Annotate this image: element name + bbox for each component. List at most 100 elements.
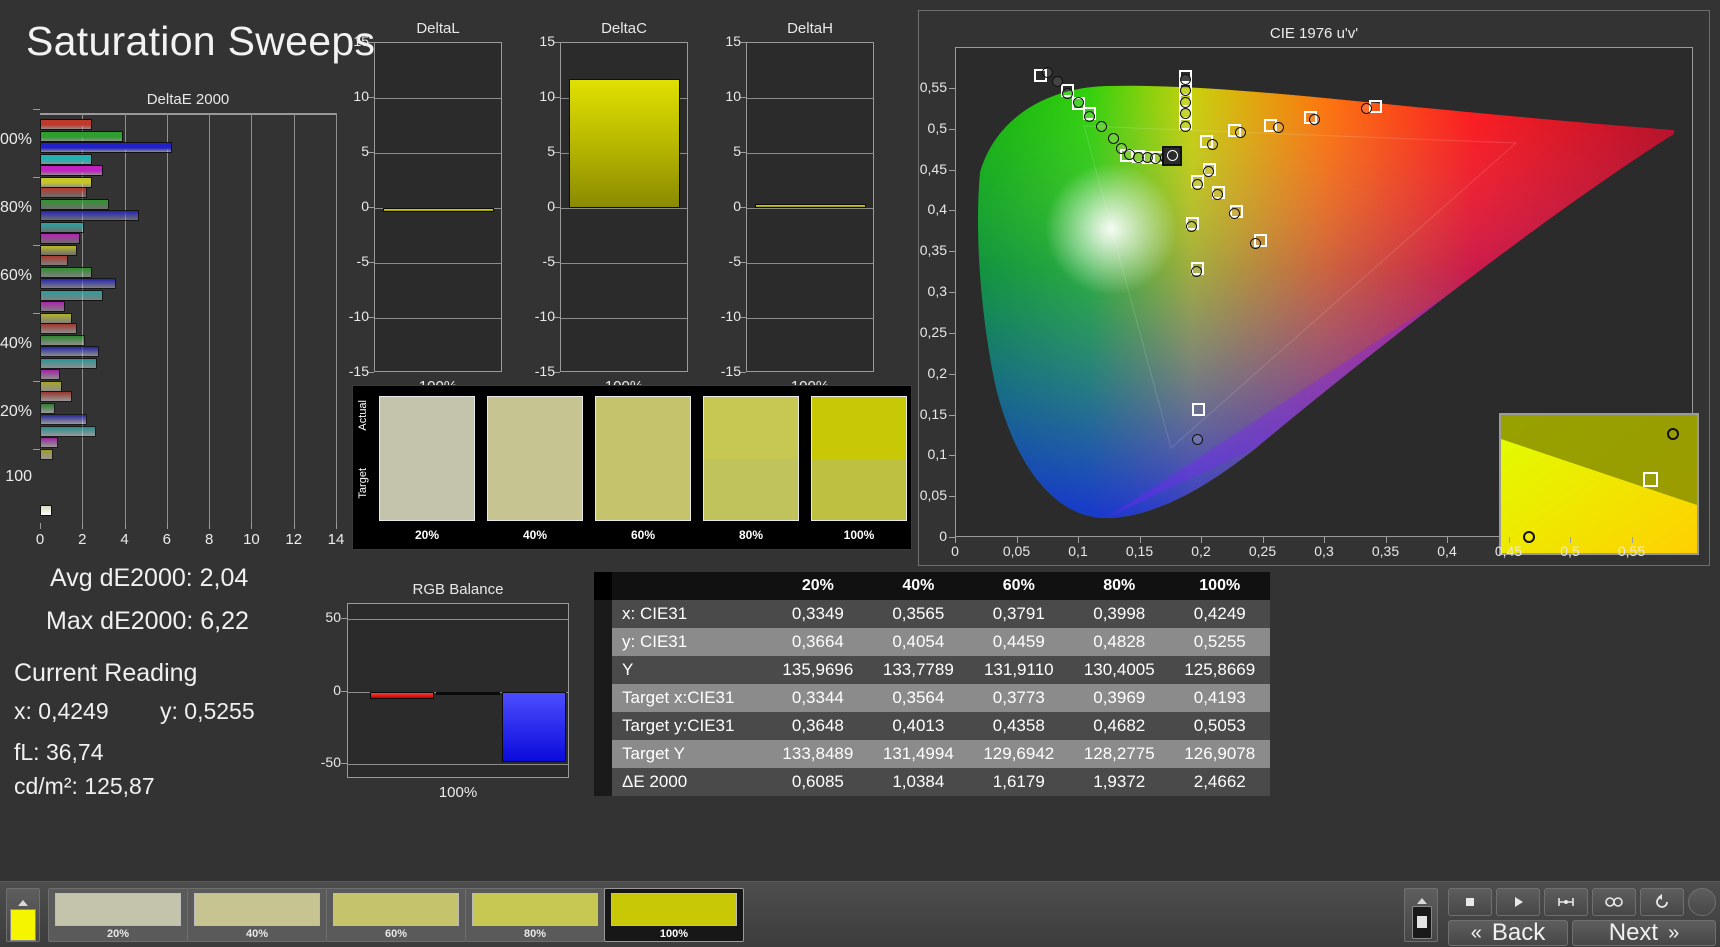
- table-cell: 0,3565: [868, 600, 969, 628]
- small-chart-gridline: [561, 263, 687, 264]
- cie-y-tick: [949, 251, 955, 253]
- small-chart-y-label: -10: [720, 308, 741, 324]
- next-button[interactable]: Next »: [1572, 919, 1716, 946]
- deltae-y-tick: [33, 381, 40, 382]
- stop-icon[interactable]: [1448, 888, 1492, 916]
- cie-y-label: 0,45: [919, 160, 947, 177]
- cie-x-label: 0,1: [1068, 543, 1088, 559]
- small-chart-bar: [383, 208, 494, 212]
- small-chart-gridline: [747, 208, 873, 209]
- deltae-bar: [40, 278, 117, 290]
- swatch-target: [488, 458, 582, 520]
- current-reading-heading: Current Reading: [14, 659, 198, 687]
- table-row: Target Y 133,8489 131,4994 129,6942 128,2775…: [594, 740, 1270, 768]
- small-chart-gridline: [747, 318, 873, 319]
- toolbar-swatch-color: [194, 893, 320, 926]
- cie-y-label: 0,1: [927, 446, 947, 463]
- scroll-up-icon[interactable]: [11, 895, 35, 906]
- small-chart-y-tick: [554, 317, 560, 318]
- cie-x-label: 0,25: [1248, 543, 1277, 559]
- cie-inset-zoom: [1499, 413, 1699, 555]
- deltaC-chart-title: DeltaC: [601, 20, 647, 37]
- small-chart-gridline: [375, 98, 501, 99]
- table-cell: 0,3998: [1069, 600, 1170, 628]
- table-cell: 0,3349: [767, 600, 869, 628]
- toolbar-swatch-60[interactable]: 60%: [326, 888, 466, 942]
- cie-diagram-panel: CIE 1976 u'v': [918, 10, 1710, 566]
- toolbar-swatch-100[interactable]: 100%: [604, 888, 744, 942]
- small-chart-gridline: [747, 98, 873, 99]
- deltae-chart: DeltaE 2000 0 2 4 6 8 10 12 14 100% 80% 60% 40% 20% 1…: [0, 91, 344, 548]
- cie-measured-point: [1249, 238, 1261, 250]
- small-chart-y-tick: [368, 372, 374, 373]
- cie-x-label: 0,2: [1191, 543, 1211, 559]
- table-cell: 0,3648: [767, 712, 869, 740]
- deltae-bar: [40, 301, 66, 313]
- toolbar-swatch-color: [611, 893, 737, 926]
- small-chart-y-label: 0: [361, 198, 369, 214]
- deltae-x-tick: [293, 523, 295, 529]
- deltaH-plot-area: [746, 42, 874, 372]
- cie-y-tick: [949, 373, 955, 375]
- table-column-header: 100%: [1169, 572, 1270, 600]
- table-column-header: 40%: [868, 572, 969, 600]
- cie-x-label: 0,05: [1002, 543, 1031, 559]
- avg-de2000-reading: Avg dE2000: 2,04: [50, 564, 249, 592]
- toolbar-swatch-40[interactable]: 40%: [187, 888, 327, 942]
- rgb-balance-x-label: 100%: [438, 784, 478, 801]
- cie-measured-point: [1179, 85, 1191, 97]
- refresh-icon[interactable]: [1640, 888, 1684, 916]
- cie-y-tick: [949, 414, 955, 416]
- deltae-bar: [40, 198, 109, 210]
- deltae-bar: [40, 505, 52, 516]
- small-chart-y-label: 0: [733, 198, 741, 214]
- deltae-x-label: 4: [120, 531, 129, 548]
- cie-chart-title: CIE 1976 u'v': [1269, 25, 1359, 42]
- toolbar-swatch-label: 20%: [106, 928, 130, 940]
- cie-y-tick: [949, 455, 955, 457]
- meter-scroll-control[interactable]: [1404, 888, 1438, 942]
- deltae-bar: [40, 323, 77, 334]
- table-row-label: y: CIE31: [612, 628, 768, 656]
- table-cell: 0,4682: [1069, 712, 1170, 740]
- table-cell: 0,3564: [868, 684, 969, 712]
- bottom-toolbar: « Back Next » 20% 40% 60% 80% 100%: [0, 881, 1720, 947]
- cie-x-tick: [1016, 537, 1018, 543]
- cie-x-tick: [1324, 537, 1325, 543]
- toolbar-swatch-80[interactable]: 80%: [465, 888, 605, 942]
- table-cell: 1,0384: [868, 768, 969, 796]
- table-row: Target y:CIE31 0,3648 0,4013 0,4358 0,4682 0,…: [594, 712, 1270, 740]
- continuous-icon[interactable]: [1592, 888, 1636, 916]
- deltae-y-tick: [33, 177, 40, 178]
- toolbar-swatch-20[interactable]: 20%: [48, 888, 188, 942]
- small-chart-y-label: 15: [353, 33, 369, 49]
- rgb-gridline: [348, 618, 568, 620]
- table-cell: 128,2775: [1069, 740, 1170, 768]
- measure-icon[interactable]: [1544, 888, 1588, 916]
- cie-x-label: 0: [951, 543, 959, 559]
- current-color-indicator[interactable]: [6, 888, 40, 942]
- table-row-label: x: CIE31: [612, 600, 768, 628]
- cie-x-tick: [1385, 537, 1387, 543]
- cie-measured-point: [1061, 87, 1073, 99]
- cie-measured-point: [1228, 207, 1240, 219]
- deltae-bar: [40, 391, 72, 402]
- small-chart-bar: [569, 79, 680, 208]
- page-title: Saturation Sweeps: [26, 18, 376, 64]
- play-icon[interactable]: [1496, 888, 1540, 916]
- deltae-x-tick: [336, 523, 337, 529]
- back-button[interactable]: « Back: [1448, 919, 1568, 946]
- chevron-up-icon[interactable]: [1410, 893, 1434, 911]
- cie-x-label: 0,45: [1494, 543, 1523, 559]
- deltae-x-label: 8: [204, 531, 214, 548]
- deltae-x-label: 2: [78, 531, 87, 548]
- deltae-bar: [40, 153, 93, 165]
- cie-y-label: 0,35: [919, 242, 947, 259]
- small-chart-y-label: 15: [725, 33, 741, 49]
- power-icon[interactable]: [1688, 888, 1716, 916]
- deltae-bar: [40, 369, 60, 381]
- rgb-gridline: [348, 764, 568, 766]
- swatch-cell: [487, 396, 583, 521]
- table-cell: 131,4994: [868, 740, 969, 768]
- cie-x-tick: [1262, 537, 1264, 543]
